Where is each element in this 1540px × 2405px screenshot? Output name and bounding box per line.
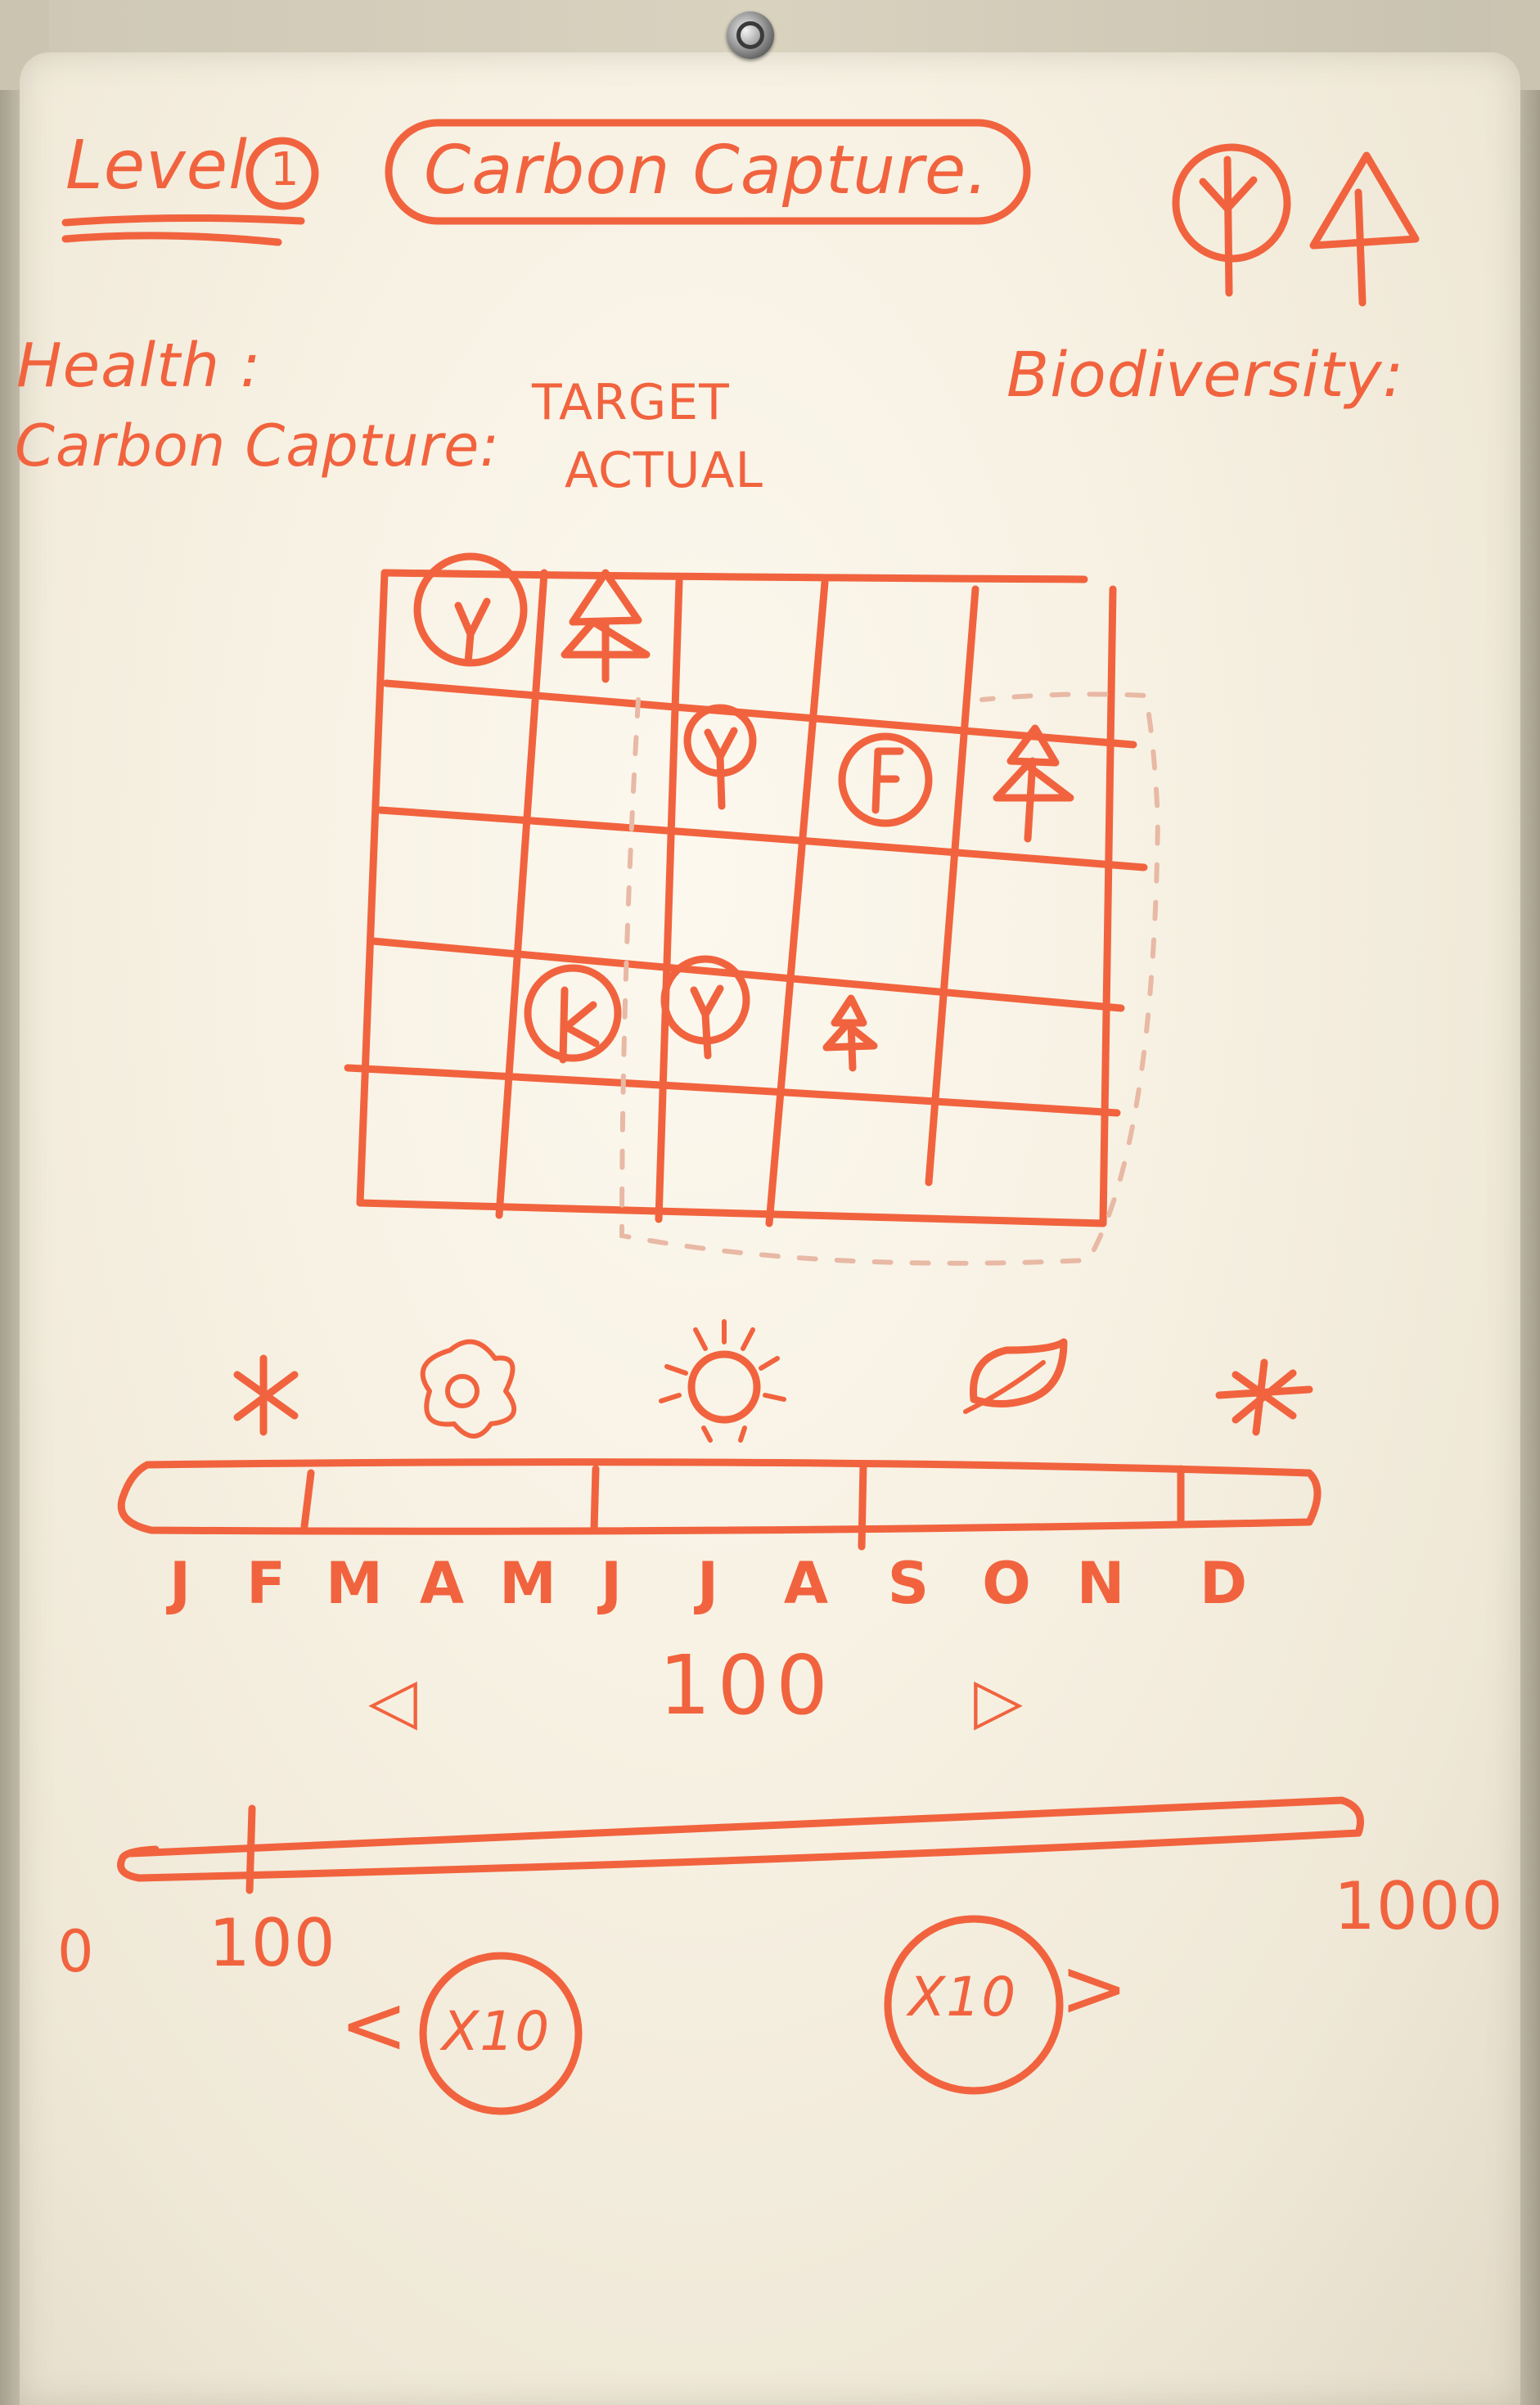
- mounting-screw: [727, 11, 774, 59]
- health-label: Health :: [16, 331, 262, 401]
- month-timeline[interactable]: [117, 1458, 1322, 1551]
- month-label-feb[interactable]: F: [246, 1550, 286, 1617]
- slider-max-label: 1000: [1334, 1868, 1504, 1944]
- biodiversity-label: Biodiversity:: [1006, 338, 1405, 411]
- month-label-jun[interactable]: J: [600, 1550, 623, 1617]
- month-label-sep[interactable]: S: [887, 1550, 930, 1617]
- carbon-capture-label: Carbon Capture:: [15, 412, 500, 480]
- grid-cell-tree-r0c0[interactable]: [413, 552, 528, 667]
- grid-cell-pine-r3c3[interactable]: [822, 994, 878, 1072]
- speed-up-arrow[interactable]: >: [1060, 1940, 1129, 2036]
- year-next-button[interactable]: ▷: [974, 1664, 1024, 1738]
- mode-title-pill: [385, 119, 1031, 225]
- month-label-aug[interactable]: A: [783, 1550, 829, 1617]
- carbon-actual-label: ACTUAL: [565, 442, 763, 499]
- year-slider-thumb[interactable]: [245, 1804, 256, 1894]
- sun-icon: [659, 1319, 786, 1443]
- level-underline: [61, 214, 305, 246]
- slow-down-circle[interactable]: [419, 1952, 583, 2115]
- grid-cell-tree-r1c2[interactable]: [683, 704, 757, 810]
- grid-expansion-outline: [619, 691, 1161, 1266]
- grid-cell-pine-r1c4[interactable]: [993, 724, 1074, 843]
- month-label-oct[interactable]: O: [982, 1550, 1031, 1617]
- slider-current-label: 100: [209, 1905, 336, 1981]
- leaf-icon: [963, 1338, 1068, 1414]
- month-label-jan[interactable]: J: [169, 1550, 191, 1617]
- month-label-mar[interactable]: M: [326, 1550, 383, 1617]
- level-number: 1: [270, 143, 300, 196]
- grid-cell-tree-r1c3[interactable]: [838, 732, 933, 827]
- level-label: Level: [65, 127, 248, 205]
- month-label-dec[interactable]: D: [1199, 1550, 1248, 1617]
- land-grid[interactable]: [344, 569, 1148, 1227]
- year-value: 100: [659, 1637, 835, 1733]
- month-label-jul[interactable]: J: [696, 1550, 719, 1617]
- tree-circle-icon[interactable]: [1172, 143, 1291, 297]
- speed-up-circle[interactable]: [884, 1915, 1064, 2095]
- snowflake-icon: [1215, 1358, 1313, 1436]
- grid-cell-tree-r3c2[interactable]: [660, 955, 750, 1060]
- month-label-nov[interactable]: N: [1076, 1550, 1125, 1617]
- pine-tree-icon[interactable]: [1309, 151, 1420, 307]
- year-prev-button[interactable]: ◁: [368, 1664, 418, 1738]
- grid-cell-tree-r3c1[interactable]: [524, 964, 622, 1064]
- level-number-circle: [245, 137, 319, 210]
- year-slider-track[interactable]: [117, 1796, 1364, 1882]
- mode-title[interactable]: Carbon Capture.: [424, 132, 989, 209]
- flower-icon: [420, 1339, 516, 1439]
- snowflake-icon: [233, 1354, 299, 1436]
- slider-min-label: 0: [57, 1918, 95, 1985]
- slow-down-label[interactable]: X10: [442, 2000, 551, 2063]
- grid-cell-pine-r0c1[interactable]: [561, 569, 651, 683]
- month-label-apr[interactable]: A: [419, 1550, 465, 1617]
- carbon-target-label: TARGET: [532, 374, 730, 431]
- month-label-may[interactable]: M: [499, 1550, 556, 1617]
- whiteboard-surface: [20, 52, 1520, 2405]
- slow-down-arrow[interactable]: <: [340, 1977, 409, 2073]
- speed-up-label[interactable]: X10: [908, 1966, 1017, 2029]
